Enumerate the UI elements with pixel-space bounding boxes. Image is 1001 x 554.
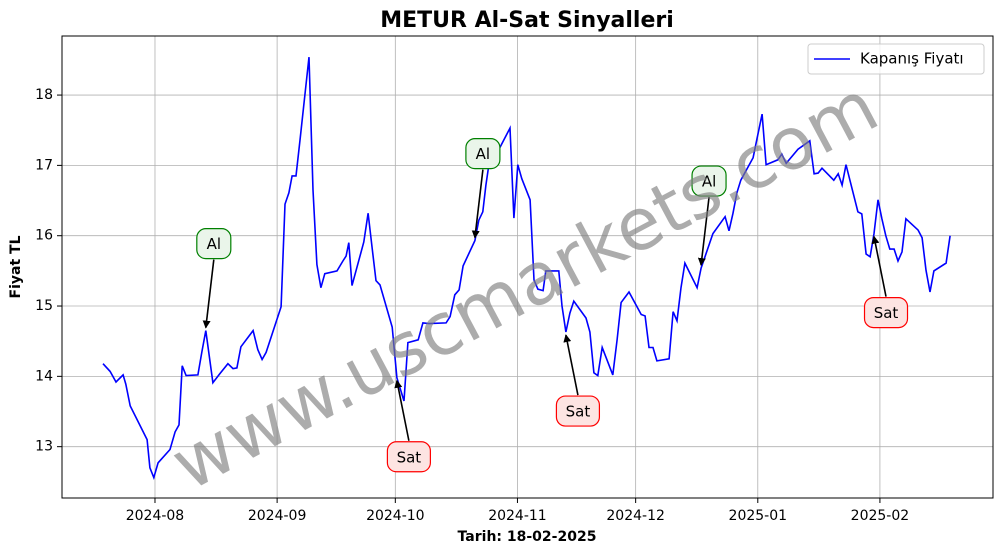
y-tick-label: 13 (35, 439, 53, 455)
annotation-label: Al (207, 235, 221, 253)
annotation-arrow (471, 169, 484, 239)
annotation-label: Al (702, 173, 716, 191)
annotation-arrow (394, 379, 410, 441)
x-tick-label: 2024-11 (488, 508, 547, 524)
legend-label: Kapanış Fiyatı (860, 50, 964, 68)
x-tick-label: 2025-01 (729, 508, 788, 524)
x-tick-label: 2024-08 (126, 508, 185, 524)
y-tick-label: 16 (35, 228, 53, 244)
y-tick-label: 17 (35, 157, 53, 173)
annotation-box (196, 228, 232, 260)
y-tick-label: 15 (35, 298, 53, 314)
annotation-label: Sat (566, 403, 591, 421)
annotation-box (465, 138, 501, 170)
annotation-label: Al (476, 145, 490, 163)
annotation-box (691, 165, 727, 197)
y-tick-label: 18 (35, 87, 53, 103)
annotation-box (386, 441, 431, 473)
annotation-label: Sat (397, 448, 422, 466)
annotation-arrow (563, 334, 579, 396)
y-axis-label: Fiyat TL (8, 235, 24, 298)
x-axis-label: Tarih: 18-02-2025 (458, 529, 597, 545)
x-tick-label: 2024-12 (606, 508, 665, 524)
legend-box (807, 43, 985, 75)
y-tick-label: 14 (35, 368, 53, 384)
annotation-box (555, 395, 601, 427)
annotation-label: Sat (874, 304, 899, 322)
annotation-arrow (871, 235, 887, 297)
x-tick-label: 2025-02 (851, 508, 910, 524)
chart-title: METUR Al-Sat Sinyalleri (380, 8, 674, 33)
x-tick-label: 2024-10 (366, 508, 425, 524)
x-tick-label: 2024-09 (248, 508, 307, 524)
plot-frame (61, 35, 994, 499)
annotation-arrow (202, 259, 215, 329)
annotation-arrow (697, 196, 710, 267)
price-line (102, 57, 951, 481)
annotation-box (863, 296, 909, 329)
